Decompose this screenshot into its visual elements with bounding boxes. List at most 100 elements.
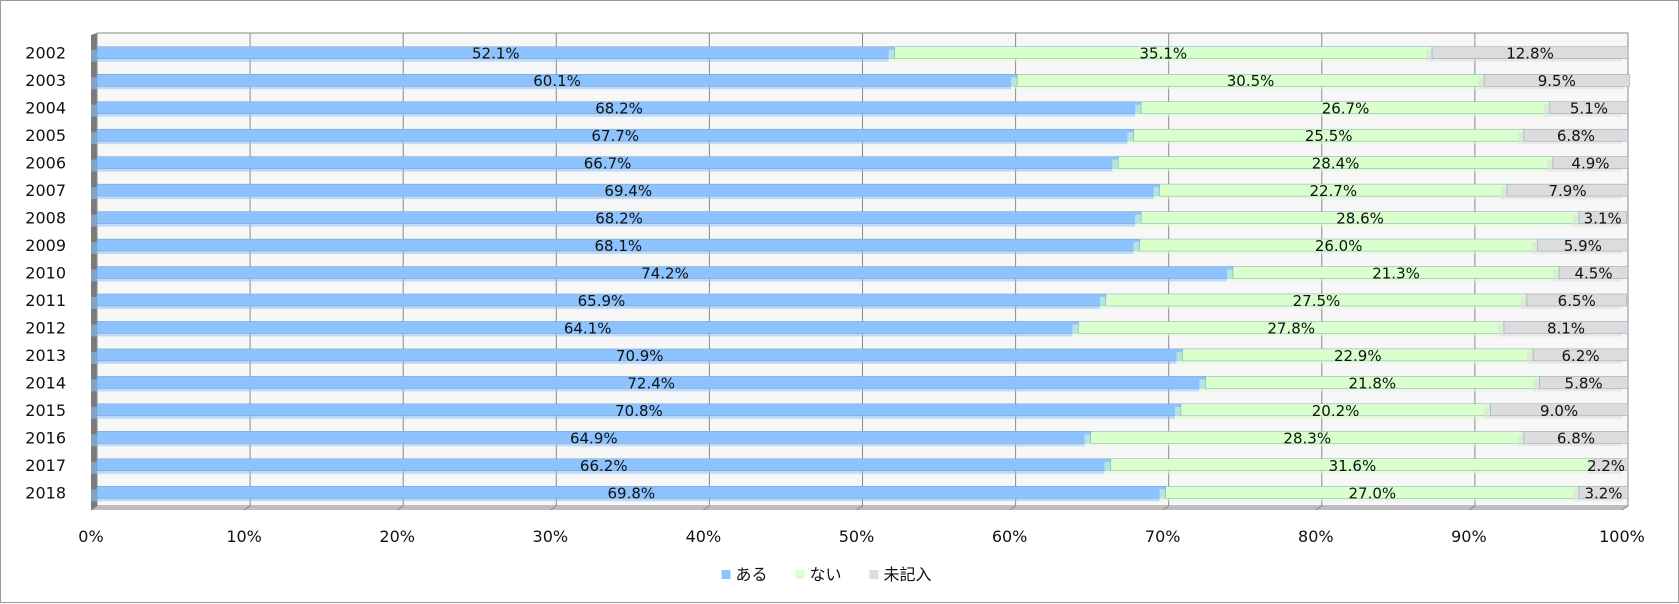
data-label: 21.3% — [1372, 265, 1420, 283]
data-label: 69.4% — [604, 182, 652, 200]
y-tick-label: 2007 — [25, 181, 66, 200]
gridline-depth — [1315, 505, 1323, 511]
data-label: 2.2% — [1587, 457, 1625, 475]
y-tick-label: 2012 — [25, 318, 66, 337]
data-label: 68.2% — [595, 100, 643, 118]
data-label: 5.9% — [1564, 237, 1602, 255]
y-tick-label: 2011 — [25, 291, 66, 310]
bar-segment — [1523, 431, 1629, 444]
data-label: 65.9% — [578, 292, 626, 310]
y-tick-label: 2018 — [25, 483, 66, 502]
bar-segment — [1578, 211, 1627, 224]
data-label: 28.3% — [1283, 429, 1331, 447]
y-tick-label: 2016 — [25, 428, 66, 447]
legend-swatch — [869, 570, 879, 579]
data-label: 31.6% — [1329, 457, 1377, 475]
data-label: 27.8% — [1267, 319, 1315, 337]
data-label: 20.2% — [1312, 402, 1360, 420]
y-tick-label: 2005 — [25, 126, 66, 145]
data-label: 8.1% — [1547, 319, 1585, 337]
x-tick-label: 60% — [992, 527, 1028, 546]
bar-segment — [1483, 74, 1630, 87]
gridline-depth — [243, 505, 251, 511]
data-label: 4.5% — [1574, 265, 1612, 283]
y-tick-label: 2013 — [25, 346, 66, 365]
y-tick-label: 2006 — [25, 154, 66, 173]
bar-segment — [1558, 266, 1629, 279]
x-tick-label: 10% — [226, 527, 262, 546]
data-label: 69.8% — [607, 484, 655, 502]
x-tick-label: 70% — [1145, 527, 1181, 546]
legend-label: ある — [736, 565, 768, 584]
gridline-depth — [1162, 505, 1169, 511]
data-label: 68.2% — [595, 210, 643, 228]
bar-segment — [1552, 156, 1629, 169]
data-label: 6.8% — [1557, 127, 1595, 145]
bar-segment — [1431, 46, 1629, 59]
y-tick-label: 2003 — [25, 71, 66, 90]
legend-item: ない — [795, 565, 842, 584]
gridline-depth — [703, 505, 710, 511]
x-tick-label: 80% — [1298, 527, 1334, 546]
data-label: 7.9% — [1548, 182, 1586, 200]
data-label: 9.5% — [1538, 72, 1576, 90]
y-tick-label: 2017 — [25, 456, 66, 475]
data-label: 66.2% — [580, 457, 628, 475]
legend-label: 未記入 — [884, 565, 932, 584]
gridline-depth — [1468, 505, 1476, 511]
bar-segment — [1549, 101, 1629, 114]
data-label: 27.0% — [1348, 484, 1396, 502]
bar-segment — [1503, 321, 1629, 334]
y-tick-label: 2014 — [25, 373, 66, 392]
data-label: 28.6% — [1336, 210, 1384, 228]
y-tick-label: 2015 — [25, 401, 66, 420]
data-label: 26.7% — [1322, 100, 1370, 118]
gridline-depth — [1009, 505, 1016, 511]
data-label: 70.8% — [615, 402, 663, 420]
bar-segment — [1523, 128, 1629, 142]
data-label: 74.2% — [641, 265, 689, 283]
data-label: 21.8% — [1348, 374, 1396, 392]
gridline-depth — [396, 505, 404, 511]
y-tick-label: 2009 — [25, 236, 66, 255]
axes: 0% 10% 20% 30% 40% 50% 60% 70% 80% 90% 100% 2002 200… — [25, 44, 1645, 546]
data-label: 6.2% — [1561, 347, 1599, 365]
y-tick-label: 2008 — [25, 209, 66, 228]
data-label: 67.7% — [591, 127, 639, 145]
bar-segment — [1532, 348, 1629, 362]
y-tick-label: 2004 — [25, 99, 66, 118]
data-label: 70.9% — [616, 347, 664, 365]
data-label: 68.1% — [594, 237, 642, 255]
gridline-depth — [90, 505, 98, 511]
data-label: 30.5% — [1227, 72, 1275, 90]
x-tick-label: 20% — [379, 527, 415, 546]
data-label: 12.8% — [1506, 45, 1554, 63]
data-label: 22.9% — [1334, 347, 1382, 365]
data-label: 9.0% — [1540, 402, 1578, 420]
data-label: 4.9% — [1571, 155, 1609, 173]
bar-segment — [1537, 238, 1629, 252]
data-label: 6.8% — [1557, 429, 1595, 447]
y-tick-label: 2002 — [25, 44, 66, 63]
data-label: 26.0% — [1315, 237, 1363, 255]
bar-segment — [1526, 293, 1627, 307]
bars — [91, 46, 1630, 502]
data-label: 6.5% — [1558, 292, 1596, 310]
data-label: 35.1% — [1140, 45, 1188, 63]
gridline-depth — [550, 505, 557, 511]
y-tick-label: 2010 — [25, 264, 66, 283]
x-tick-label: 40% — [686, 527, 722, 546]
data-label: 64.1% — [564, 319, 612, 337]
x-tick-label: 0% — [78, 527, 103, 546]
gridline-depth — [1621, 505, 1629, 511]
bar-segment — [1539, 376, 1629, 389]
x-tick-label: 30% — [533, 527, 569, 546]
bar-segment — [1578, 486, 1629, 499]
gridline-depth — [856, 505, 863, 511]
data-label: 72.4% — [627, 374, 675, 392]
data-label: 64.9% — [570, 429, 618, 447]
data-label: 52.1% — [472, 45, 520, 63]
data-label: 25.5% — [1305, 127, 1353, 145]
bar-segment — [1506, 183, 1629, 197]
